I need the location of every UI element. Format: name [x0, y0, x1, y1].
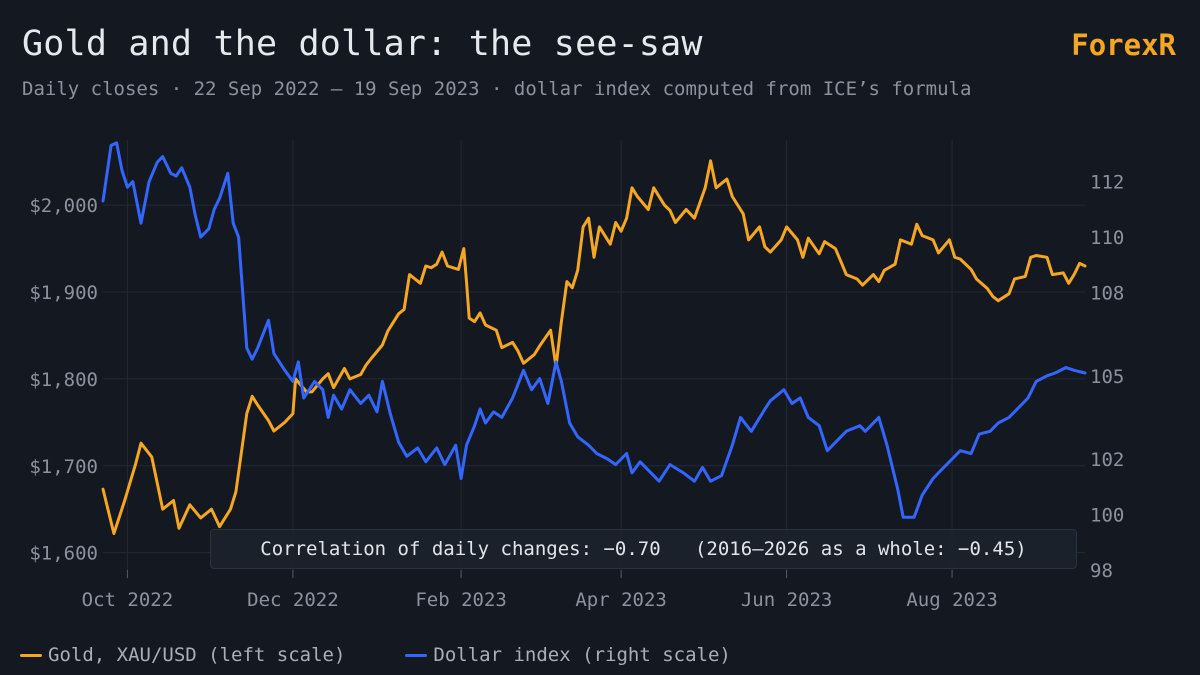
chart-subtitle: Daily closes · 22 Sep 2022 – 19 Sep 2023…: [22, 78, 972, 100]
chart-title: Gold and the dollar: the see-saw: [22, 24, 703, 64]
right-tick-label: 105: [1090, 366, 1124, 388]
x-tick-label: Feb 2023: [415, 589, 507, 611]
chart-area: $1,600 $1,700 $1,800 $1,900 $2,000 98 100 102 1…: [29, 140, 1124, 611]
right-tick-label: 108: [1090, 283, 1124, 305]
legend-swatch-dollar: [405, 653, 428, 657]
x-tick-label: Dec 2022: [247, 589, 339, 611]
correlation-annotation: Correlation of daily changes: −0.70 (201…: [210, 529, 1077, 569]
legend-item-dollar: Dollar index (right scale): [405, 644, 731, 666]
x-axis: Oct 2022 Dec 2022 Feb 2023 Apr 2023 Jun 2023…: [82, 570, 998, 611]
chart-grid: [103, 140, 1085, 570]
left-tick-label: $1,700: [29, 456, 98, 478]
left-axis: $1,600 $1,700 $1,800 $1,900 $2,000: [29, 195, 98, 564]
legend-item-gold: Gold, XAU/USD (left scale): [20, 644, 345, 666]
gold-series-line: [101, 159, 1087, 535]
left-tick-label: $2,000: [29, 195, 98, 217]
left-tick-label: $1,600: [29, 543, 98, 565]
right-tick-label: 98: [1090, 560, 1113, 582]
series-lines: [101, 141, 1087, 535]
x-tick-label: Oct 2022: [82, 589, 174, 611]
right-tick-label: 112: [1090, 172, 1124, 194]
right-tick-label: 102: [1090, 449, 1124, 471]
x-tick-label: Apr 2023: [575, 589, 667, 611]
legend-label-dollar: Dollar index (right scale): [433, 644, 731, 666]
dollar-series-line: [101, 141, 1087, 519]
left-tick-label: $1,800: [29, 369, 98, 391]
brand-logo-text: ForexR: [1071, 28, 1176, 62]
left-tick-label: $1,900: [29, 282, 98, 304]
right-axis: 98 100 102 105 108 110 112: [1090, 172, 1124, 582]
x-tick-label: Aug 2023: [906, 589, 998, 611]
right-tick-label: 110: [1090, 227, 1124, 249]
x-tick-label: Jun 2023: [741, 589, 833, 611]
legend-label-gold: Gold, XAU/USD (left scale): [48, 644, 346, 666]
legend: Gold, XAU/USD (left scale) Dollar index …: [20, 644, 731, 666]
legend-swatch-gold: [20, 653, 42, 657]
right-tick-label: 100: [1090, 505, 1124, 527]
